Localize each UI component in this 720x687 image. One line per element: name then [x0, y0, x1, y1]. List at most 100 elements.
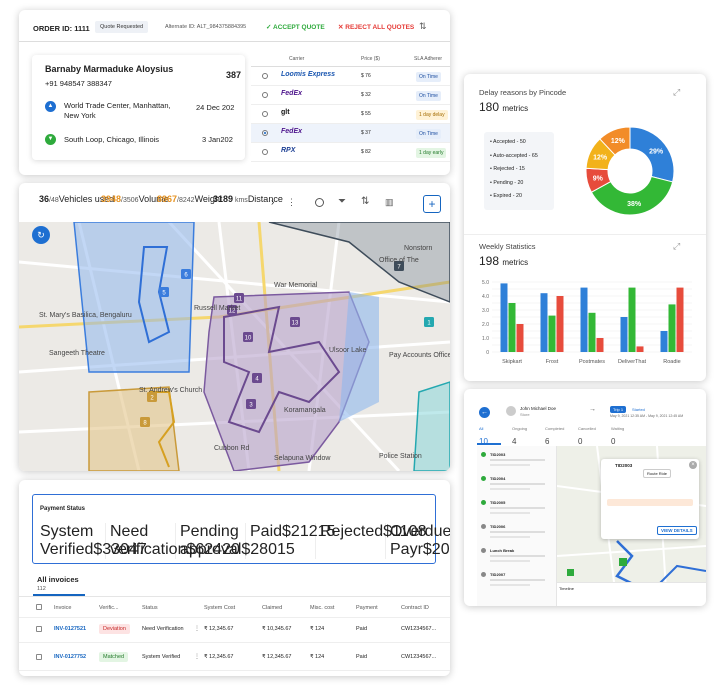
route-pin[interactable] — [246, 399, 256, 409]
column-header: Status — [142, 605, 158, 611]
payment-status-box[interactable]: Paid$21215 — [250, 523, 335, 559]
reject-quotes-button[interactable]: ✕ REJECT ALL QUOTES — [338, 24, 415, 31]
stop-marker[interactable] — [567, 569, 574, 576]
carrier-row[interactable]: glt $ 55 1 day delay — [251, 105, 450, 124]
route-pin[interactable] — [234, 293, 244, 303]
select-radio[interactable] — [262, 92, 268, 98]
invoice-link[interactable]: INV-0127752 — [54, 654, 87, 660]
timeline-bar: Timeline — [557, 582, 706, 606]
route-pin[interactable] — [140, 417, 150, 427]
refresh-icon[interactable]: ↻ — [37, 230, 45, 240]
more-icon[interactable]: ⋮ — [194, 654, 200, 660]
stop-status-icon — [481, 476, 486, 481]
customer-code: 387 — [226, 70, 242, 80]
accept-quote-button[interactable]: ✓ ACCEPT QUOTE — [266, 24, 325, 31]
close-icon[interactable]: × — [689, 461, 697, 469]
more-icon[interactable]: ⋮ — [194, 626, 200, 632]
warning-strip — [607, 499, 693, 506]
route-pin[interactable] — [243, 332, 253, 342]
zone-yellow — [88, 386, 180, 471]
zone-teal — [413, 381, 450, 471]
select-radio[interactable] — [262, 111, 268, 117]
search-icon[interactable] — [315, 198, 324, 207]
route-pin[interactable] — [290, 317, 300, 327]
add-button[interactable]: + — [423, 195, 441, 213]
arrow-right-icon[interactable]: → — [589, 406, 596, 413]
payment-status-box[interactable]: System Verified$33047 — [40, 523, 147, 559]
map-place-label: Police Station — [379, 453, 422, 460]
route-pin-label: 13 — [292, 321, 299, 327]
claimed-cost: ₹ 10,345.67 — [262, 626, 292, 632]
stop-id[interactable]: TID2003 — [490, 452, 506, 457]
more-icon[interactable]: ⋮ — [287, 197, 296, 207]
route-yellow — [149, 391, 176, 468]
kpi-value: 3189 — [213, 194, 234, 204]
stop-marker[interactable] — [619, 558, 627, 566]
sort-icon[interactable]: ⇅ — [361, 196, 370, 207]
timeline-label: Timeline — [559, 586, 574, 591]
stop-id[interactable]: TID2004 — [490, 476, 506, 481]
route-pin[interactable] — [424, 317, 434, 327]
trip-tab[interactable]: Cancelled 0 — [578, 426, 596, 449]
map-labels: St. Mary's Basilica, Bengaluru Russell Ma… — [39, 245, 450, 462]
customer-phone: +91 948547 388347 — [45, 79, 112, 88]
carrier-row[interactable]: FedEx $ 37 On Time — [251, 124, 450, 143]
route-pin[interactable] — [252, 373, 262, 383]
route-pin[interactable] — [147, 392, 157, 402]
select-radio[interactable] — [262, 130, 268, 136]
payment-status-box[interactable]: Pending approval$28015 — [180, 523, 295, 559]
stop-id[interactable]: TID2007 — [490, 572, 506, 577]
trip-status: Started — [632, 407, 645, 412]
trip-tab[interactable]: Completed 6 — [545, 426, 564, 449]
chevron-right-icon[interactable]: › — [271, 197, 275, 208]
trip-tab[interactable]: All 10 — [479, 426, 488, 449]
expand-icon[interactable]: ⤢ — [673, 241, 681, 251]
trip-time: May 9, 2021 12:35 AM - May 9, 2021 12:45… — [610, 414, 684, 418]
payment-status-box[interactable]: Overdue Payr$200 — [390, 523, 450, 559]
legend-item: • Expired - 20 — [490, 193, 522, 199]
expand-icon[interactable]: ⤢ — [673, 87, 681, 97]
route-pin[interactable] — [159, 287, 169, 297]
recenter-button[interactable] — [32, 226, 50, 244]
select-radio[interactable] — [262, 73, 268, 79]
donut-slice-label: 12% — [611, 138, 626, 145]
columns-icon[interactable]: ▥ — [385, 197, 394, 207]
select-all-checkbox[interactable] — [36, 604, 42, 610]
payment-box-value: $200 — [422, 541, 450, 558]
payment-box-label: Paid — [250, 523, 283, 540]
trip-tab[interactable]: Ongoing 4 — [512, 426, 527, 449]
sort-icon[interactable]: ⇅ — [419, 21, 427, 31]
row-checkbox[interactable] — [36, 654, 42, 660]
bar — [620, 317, 628, 352]
carrier-row[interactable]: FedEx $ 32 On Time — [251, 86, 450, 105]
select-radio[interactable] — [262, 149, 268, 155]
stop-id[interactable]: TID2005 — [490, 500, 506, 505]
route-pin[interactable] — [394, 261, 404, 271]
route-pin[interactable] — [181, 269, 191, 279]
filter-icon[interactable]: ⏷ — [338, 196, 346, 207]
payment-status-box[interactable]: Need verification$62420 — [110, 523, 240, 559]
stop-id[interactable]: Lunch Break — [490, 548, 515, 553]
payment-box-label: Pending approval — [180, 523, 242, 558]
kpi-total: kms — [233, 197, 248, 204]
bar — [676, 287, 684, 352]
tab-count: 6 — [545, 437, 550, 446]
all-invoices-title: All invoices — [37, 575, 79, 584]
route-map-card: 36/48Vehicles used 3948/3506Volume 8967/82… — [19, 183, 450, 471]
row-checkbox[interactable] — [36, 626, 42, 632]
popup-action-button[interactable]: Route Ride — [643, 469, 672, 478]
payment-status-box[interactable]: Rejected$1108 — [320, 523, 426, 559]
route-pin[interactable] — [227, 305, 237, 315]
stop-id[interactable]: TID2006 — [490, 524, 506, 529]
view-details-button[interactable]: VIEW DETAILS — [657, 526, 697, 535]
trip-tab[interactable]: Waiting 0 — [611, 426, 624, 449]
carrier-row[interactable]: RPX $ 82 1 day early — [251, 143, 450, 162]
carrier-row[interactable]: Loomis Express $ 76 On Time — [251, 67, 450, 86]
payment-box-label: System Verified — [40, 523, 94, 558]
back-button[interactable]: ← — [479, 407, 490, 418]
invoice-link[interactable]: INV-0127521 — [54, 626, 87, 632]
destination-address: South Loop, Chicago, Illinois — [64, 135, 160, 144]
route-pin-label: 11 — [236, 297, 243, 303]
